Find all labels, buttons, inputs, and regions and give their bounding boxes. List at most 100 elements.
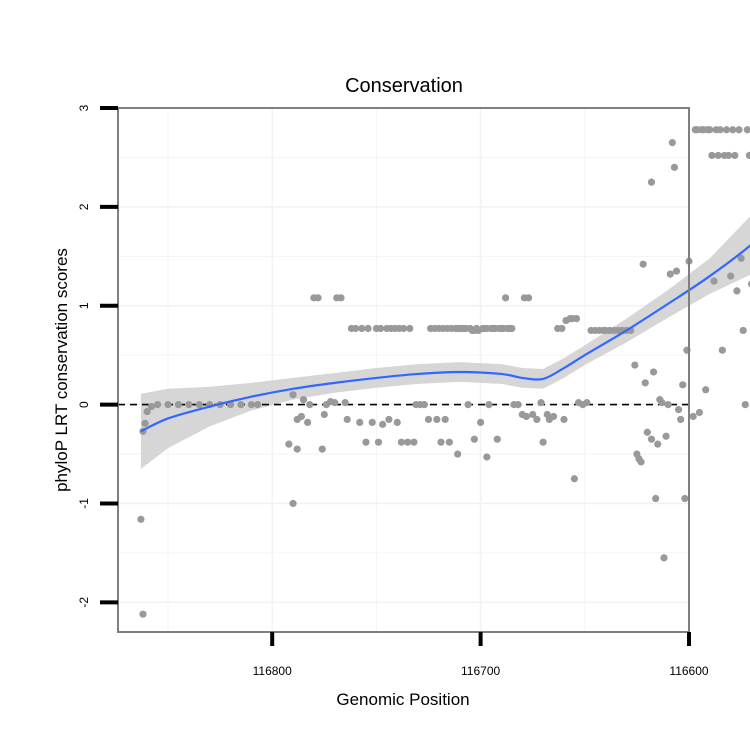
data-point-180	[718, 346, 726, 354]
data-point-187	[733, 287, 741, 295]
data-point-41	[362, 438, 370, 446]
data-point-185	[729, 126, 737, 134]
data-point-103	[508, 324, 516, 333]
data-point-90	[483, 453, 491, 461]
data-point-46	[376, 324, 385, 333]
y-tick-label-1: -1	[77, 498, 91, 509]
data-point-80	[464, 401, 472, 409]
data-point-47	[379, 420, 387, 428]
data-point-163	[681, 494, 689, 503]
data-point-144	[641, 379, 649, 387]
data-point-176	[710, 277, 718, 285]
data-point-169	[695, 408, 704, 417]
data-point-182	[722, 126, 731, 134]
data-point-92	[485, 401, 493, 409]
data-point-178	[714, 151, 722, 160]
data-point-5	[147, 402, 155, 411]
data-point-158	[670, 163, 679, 171]
data-point-159	[672, 267, 681, 275]
x-tick-label-1: 116700	[461, 664, 500, 678]
data-point-83	[470, 435, 478, 443]
data-point-157	[668, 139, 676, 147]
data-point-67	[437, 438, 445, 446]
data-point-45	[374, 438, 383, 446]
data-point-56	[404, 438, 412, 446]
data-point-119	[560, 415, 568, 424]
data-point-62	[424, 415, 433, 424]
data-point-161	[677, 415, 685, 424]
data-point-179	[716, 126, 724, 134]
smooth-trend-line	[140, 244, 750, 433]
data-point-20	[293, 445, 301, 453]
data-point-38	[351, 324, 360, 333]
data-point-40	[358, 324, 366, 333]
y-tick-label-0: -2	[77, 597, 91, 608]
data-point-7	[164, 401, 172, 409]
y-tick-label-4: 2	[77, 203, 91, 210]
y-axis-label: phyloP LRT conservation scores	[52, 248, 71, 492]
data-point-110	[529, 410, 537, 419]
data-point-154	[662, 432, 670, 440]
data-point-28	[318, 445, 326, 453]
data-point-57	[406, 324, 414, 333]
data-point-69	[441, 415, 449, 424]
data-point-155	[664, 401, 672, 409]
data-point-172	[702, 386, 710, 394]
data-point-186	[731, 151, 739, 160]
data-point-189	[737, 254, 745, 262]
panel-border	[117, 107, 690, 633]
x-axis-label: Genomic Position	[336, 690, 469, 709]
data-point-32	[331, 399, 339, 407]
data-point-146	[647, 435, 656, 443]
data-point-111	[533, 415, 541, 424]
data-point-108	[522, 412, 531, 421]
data-point-87	[477, 418, 485, 426]
y-tick-label-5: 3	[77, 104, 91, 111]
data-point-124	[572, 314, 581, 323]
data-point-156	[666, 270, 674, 278]
data-point-153	[660, 554, 668, 562]
data-point-17	[285, 440, 293, 448]
data-point-113	[539, 438, 547, 446]
data-point-58	[410, 438, 418, 446]
data-point-142	[637, 458, 645, 466]
data-point-22	[297, 412, 305, 421]
data-point-23	[299, 396, 308, 404]
data-point-193	[745, 151, 750, 160]
grid-lines	[118, 107, 690, 632]
data-point-1	[139, 610, 147, 618]
data-point-15	[247, 401, 255, 409]
data-point-192	[743, 126, 750, 134]
data-point-71	[445, 438, 453, 446]
data-point-118	[558, 324, 566, 333]
y-axis: -2 -1 0 1 2 3	[77, 104, 118, 608]
data-point-65	[433, 415, 441, 424]
data-point-34	[337, 294, 345, 302]
data-point-188	[735, 126, 743, 134]
data-point-9	[185, 401, 193, 409]
data-point-8	[174, 401, 183, 409]
y-tick-label-3: 1	[77, 302, 91, 309]
data-point-194	[747, 280, 750, 288]
data-point-43	[368, 418, 376, 426]
data-point-162	[679, 381, 687, 389]
data-points	[137, 126, 750, 618]
data-point-123	[570, 475, 578, 483]
data-point-127	[583, 399, 591, 407]
data-point-3	[141, 419, 149, 427]
data-point-74	[454, 450, 462, 458]
data-point-16	[254, 401, 262, 409]
data-point-109	[524, 294, 533, 302]
data-point-166	[689, 412, 697, 421]
data-point-24	[304, 418, 312, 426]
data-point-191	[741, 401, 749, 409]
data-point-61	[420, 401, 428, 409]
data-point-18	[289, 499, 297, 508]
data-point-49	[385, 415, 393, 424]
data-point-19	[289, 391, 297, 399]
chart-title: Conservation	[345, 75, 463, 97]
data-point-6	[153, 401, 162, 409]
data-point-147	[647, 178, 656, 186]
data-point-35	[341, 399, 349, 407]
